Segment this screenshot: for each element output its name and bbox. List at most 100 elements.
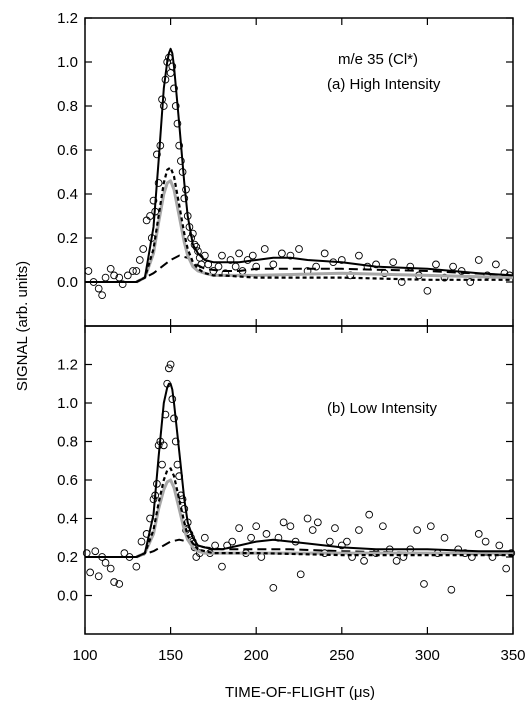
panel-b-data-point (137, 537, 146, 546)
panel-b-data-point (365, 510, 374, 519)
x-tick-label: 100 (72, 647, 97, 664)
panel-b-data-point (474, 530, 483, 538)
panel-b-data-point (115, 580, 124, 588)
panel-a-data-point (337, 256, 346, 264)
panel-a-data-point (389, 258, 398, 267)
panel-a-ytick-label: 0.2 (57, 230, 78, 247)
panel-b-ytick-label: 0.8 (57, 434, 78, 451)
panel-b-annotation-intensity: (b) Low Intensity (327, 400, 438, 417)
panel-b-data-point (420, 580, 428, 588)
panel-a-data-point (295, 245, 303, 253)
panel-a-data-point (175, 141, 184, 150)
panel-a-data-point (173, 119, 182, 128)
panel-a-data-point (132, 267, 141, 275)
panel-a-annotation-species: m/e 35 (Cl*) (338, 51, 418, 68)
panel-a-data-point (260, 245, 269, 253)
panel-b-data-point (343, 537, 351, 546)
panel-b-data-point (325, 537, 334, 546)
panel-b-ytick-label: 0.6 (57, 472, 78, 489)
panel-a-annotation-intensity: (a) High Intensity (327, 76, 441, 93)
panel-b-ytick-label: 1.2 (57, 357, 78, 374)
panel-b-data-point (331, 524, 339, 532)
panel-b-data-point (413, 526, 421, 534)
panel-a-data-point (423, 286, 432, 295)
panel-a-data-point (180, 194, 189, 203)
panel-b-data-point (158, 460, 166, 469)
x-axis-label-prefix: TIME-OF-FLIGHT ( (225, 684, 354, 701)
panel-b-series (82, 360, 516, 594)
panel-a-data-point (278, 249, 286, 258)
panel-a-data-point (312, 262, 320, 271)
panel-a-data-point (372, 260, 380, 269)
panel-b-data-point (279, 518, 288, 527)
panel-a-data-point (123, 271, 132, 280)
panel-a-data-point (355, 251, 363, 260)
panel-a-data-point (492, 260, 500, 269)
panel-b-data-point (481, 537, 490, 546)
panel-a-data-point (135, 256, 144, 264)
panel-b-data-point (495, 541, 504, 550)
panel-a-data-point (252, 262, 261, 271)
panel-b-data-point (360, 556, 368, 565)
panel-a-ytick-label: 0.8 (57, 98, 78, 115)
panel-b-data-point (228, 537, 237, 546)
panel-a-data-point (129, 267, 137, 275)
panel-a-data-point (189, 229, 197, 238)
panel-b-data-point (101, 558, 110, 567)
panel-a-data-point (98, 291, 106, 300)
x-axis-label-suffix: ) (370, 684, 375, 701)
panel-a-data-point (110, 271, 118, 280)
panel-a-data-point (226, 256, 235, 264)
panel-a-data-point (320, 249, 329, 258)
panel-a-ytick-label: 0.0 (57, 274, 78, 291)
panel-a-data-point (286, 251, 295, 260)
panel-b-data-point (392, 556, 401, 565)
panel-b-data-point (132, 562, 141, 571)
panel-b-data-point (106, 564, 115, 573)
x-tick-label: 150 (158, 647, 183, 664)
panel-b-data-point (247, 533, 255, 542)
panel-b-data-point (178, 495, 187, 504)
panel-a-ytick-label: 0.6 (57, 142, 78, 159)
panel-a-data-point (118, 280, 127, 289)
panel-b-data-point (170, 414, 178, 423)
panel-b-data-point (200, 533, 209, 542)
panel-b-data-point (110, 578, 118, 586)
panel-a-data-point (149, 196, 158, 205)
panel-a-data-point (177, 157, 185, 165)
panel-b-data-point (91, 547, 100, 556)
panel-b-ytick-label: 0.0 (57, 588, 78, 605)
panel-a-frame (84, 17, 514, 327)
panel-b-data-point (355, 526, 363, 534)
panel-b-data-point (86, 568, 94, 577)
panel-b-data-point (262, 530, 271, 538)
panel-b-data-point (440, 533, 449, 542)
panel-b-data-point (269, 583, 278, 592)
panel-a-data-point (168, 62, 177, 71)
panel-b-data-point (447, 585, 456, 594)
panel-a-data-point (231, 262, 240, 271)
panel-b-curve-long-dash-black (136, 538, 514, 558)
panel-b-data-point (165, 364, 173, 373)
panel-b-data-point (502, 564, 511, 573)
x-axis-label: TIME-OF-FLIGHT (μs) (225, 684, 375, 701)
panel-b-data-point (218, 562, 226, 571)
panel-a-curve-short-dash-black (135, 166, 513, 283)
panel-b-ytick-label: 0.2 (57, 549, 78, 566)
x-tick-label: 200 (244, 647, 269, 664)
panel-b-data-point (286, 522, 295, 531)
panel-a-ytick-label: 1.2 (57, 10, 78, 27)
panel-a-data-point (474, 256, 483, 264)
panel-a-high-intensity: 0.0 0.2 0.4 0.6 0.8 1.0 1.2 m/e 35 (Cl*) (a) H… (57, 10, 514, 327)
panel-a-curve-solid-black (85, 47, 514, 283)
panel-a-data-point (440, 273, 449, 282)
panel-b-data-point (296, 570, 305, 579)
panel-b-data-point (426, 522, 435, 531)
panel-b-ytick-label: 1.0 (57, 395, 78, 412)
panel-a-data-point (235, 249, 243, 258)
panel-b-data-point (337, 541, 346, 550)
panel-b-data-point (308, 526, 317, 534)
panel-a-data-point (94, 284, 103, 293)
